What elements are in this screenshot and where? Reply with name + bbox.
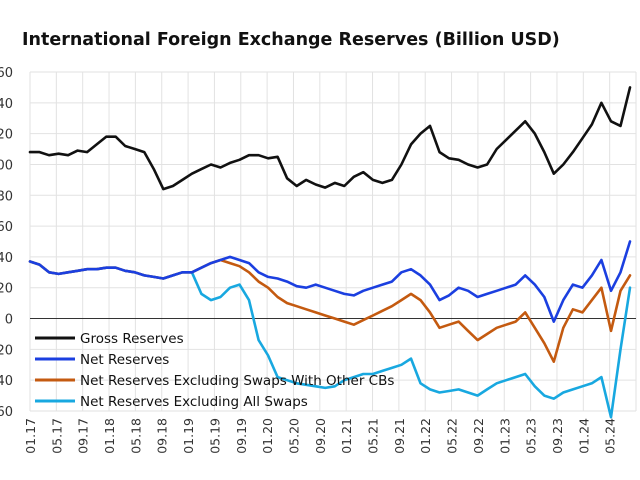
x-tick-label: 09.23 xyxy=(550,418,565,454)
x-tick-label: 01.18 xyxy=(102,418,117,454)
series-lines xyxy=(28,86,632,419)
y-tick-label: 80 xyxy=(0,189,13,204)
x-tick-label: 05.19 xyxy=(207,418,222,454)
series-line-gross-reserves xyxy=(28,86,632,191)
y-tick-label: -60 xyxy=(0,405,13,420)
x-tick-label: 05.21 xyxy=(366,418,381,454)
y-tick-label: 20 xyxy=(0,282,13,297)
legend-label: Net Reserves Excluding All Swaps xyxy=(80,394,308,410)
x-tick-label: 01.24 xyxy=(576,418,591,454)
y-tick-label: 140 xyxy=(0,97,13,112)
x-tick-label: 01.21 xyxy=(339,418,354,454)
y-tick-label: -20 xyxy=(0,343,13,358)
x-tick-label: 05.24 xyxy=(603,418,618,454)
y-tick-label: 120 xyxy=(0,128,13,143)
y-tick-label: 40 xyxy=(0,251,13,266)
y-tick-label: -40 xyxy=(0,374,13,389)
x-tick-label: 09.19 xyxy=(234,418,249,454)
x-tick-label: 09.17 xyxy=(76,418,91,454)
legend-label: Gross Reserves xyxy=(80,331,184,347)
x-tick-label: 05.22 xyxy=(445,418,460,454)
x-tick-label: 09.20 xyxy=(313,418,328,454)
x-tick-label: 05.20 xyxy=(286,418,301,454)
y-tick-label: 0 xyxy=(5,313,13,328)
legend-label: Net Reserves xyxy=(80,352,169,368)
x-tick-label: 09.22 xyxy=(471,418,486,454)
x-tick-label: 01.23 xyxy=(497,418,512,454)
y-axis-ticks: -60 -40 -20 0 20 40 60 80 100 120 140 160 xyxy=(0,66,13,420)
x-tick-label: 05.18 xyxy=(128,418,143,454)
x-tick-label: 01.17 xyxy=(23,418,38,454)
x-tick-label: 05.17 xyxy=(49,418,64,454)
x-tick-label: 01.20 xyxy=(260,418,275,454)
x-tick-label: 09.21 xyxy=(392,418,407,454)
x-tick-label: 01.19 xyxy=(181,418,196,454)
x-tick-label: 05.23 xyxy=(524,418,539,454)
y-tick-label: 100 xyxy=(0,158,13,173)
x-tick-label: 09.18 xyxy=(155,418,170,454)
chart-title: International Foreign Exchange Reserves … xyxy=(22,30,560,50)
y-tick-label: 160 xyxy=(0,66,13,81)
x-axis-ticks: 01.17 05.17 09.17 01.18 05.18 09.18 01.19 05.19… xyxy=(23,418,618,454)
legend-label: Net Reserves Excluding Swaps With Other … xyxy=(80,373,394,389)
series-line-net-reserves xyxy=(28,240,632,323)
gridlines xyxy=(29,71,637,412)
y-tick-label: 60 xyxy=(0,220,13,235)
legend: Gross Reserves Net Reserves Net Reserves E… xyxy=(35,331,394,410)
x-tick-label: 01.22 xyxy=(418,418,433,454)
